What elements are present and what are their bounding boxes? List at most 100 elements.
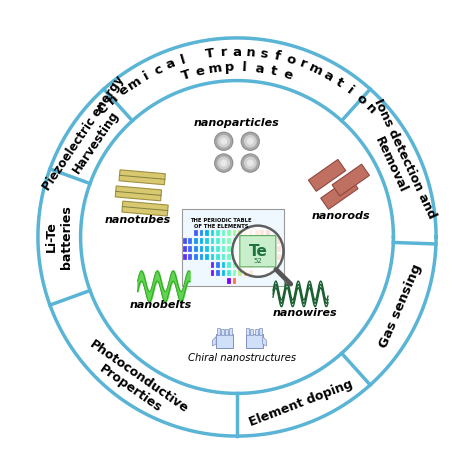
Text: C: C	[96, 101, 111, 117]
Bar	[238, 238, 242, 245]
Bar	[255, 238, 258, 245]
Bar	[216, 254, 220, 260]
Text: nanotubes: nanotubes	[104, 215, 171, 225]
Bar	[200, 230, 203, 237]
Text: h: h	[106, 91, 121, 108]
Text: r: r	[219, 46, 227, 59]
Text: a: a	[320, 68, 335, 84]
Polygon shape	[115, 186, 162, 201]
Text: c: c	[152, 62, 164, 77]
Bar	[227, 262, 231, 268]
Text: Photoconductive
Properties: Photoconductive Properties	[79, 337, 191, 428]
Text: o: o	[284, 53, 297, 68]
Text: nanobelts: nanobelts	[130, 300, 192, 310]
Bar	[260, 238, 264, 245]
Bar	[277, 238, 281, 245]
Bar	[249, 238, 253, 245]
Circle shape	[232, 226, 283, 277]
Circle shape	[215, 154, 233, 172]
FancyBboxPatch shape	[240, 236, 276, 267]
Text: i: i	[141, 69, 152, 83]
Bar	[222, 254, 225, 260]
Text: e: e	[116, 83, 131, 99]
Bar	[194, 238, 198, 245]
Bar	[222, 270, 225, 276]
Text: a: a	[164, 57, 177, 72]
Bar	[210, 262, 214, 268]
Text: Te: Te	[248, 244, 267, 259]
Bar	[183, 254, 187, 260]
Bar	[233, 230, 237, 237]
Text: l: l	[180, 53, 188, 67]
Circle shape	[245, 157, 256, 169]
Text: Ions detection and
Removal: Ions detection and Removal	[358, 97, 438, 227]
Text: T: T	[205, 47, 216, 61]
Bar	[255, 246, 258, 253]
Bar	[233, 278, 237, 284]
Bar	[216, 270, 220, 276]
Polygon shape	[212, 337, 216, 346]
Bar	[229, 328, 232, 335]
Bar	[260, 230, 264, 237]
Polygon shape	[38, 38, 436, 436]
Bar	[266, 238, 270, 245]
Text: THE PERIODIC TABLE
OF THE ELEMENTS: THE PERIODIC TABLE OF THE ELEMENTS	[190, 218, 252, 229]
Text: i: i	[345, 84, 356, 98]
Text: Chiral nanostructures: Chiral nanostructures	[188, 353, 296, 364]
Bar	[183, 246, 187, 253]
Bar	[200, 254, 203, 260]
Bar	[210, 230, 214, 237]
Circle shape	[215, 132, 233, 150]
Bar	[210, 270, 214, 276]
Bar	[238, 254, 242, 260]
Polygon shape	[332, 164, 369, 196]
Circle shape	[241, 154, 259, 172]
Text: Element doping: Element doping	[247, 377, 355, 428]
Circle shape	[218, 157, 229, 169]
Bar	[238, 262, 242, 268]
Bar	[266, 230, 270, 237]
Circle shape	[221, 160, 227, 166]
Bar	[194, 230, 198, 237]
Polygon shape	[321, 177, 358, 210]
Bar	[217, 328, 220, 335]
Bar	[266, 246, 270, 253]
Bar	[227, 270, 231, 276]
Bar	[238, 230, 242, 237]
Bar	[194, 254, 198, 260]
Bar	[277, 246, 281, 253]
Bar	[277, 254, 281, 260]
Bar	[272, 254, 275, 260]
Text: t: t	[333, 76, 346, 90]
Bar	[183, 238, 187, 245]
Bar	[250, 329, 254, 335]
Bar	[238, 270, 242, 276]
Bar	[246, 328, 249, 335]
Bar	[233, 254, 237, 260]
Bar	[255, 230, 258, 237]
Text: nanoparticles: nanoparticles	[194, 118, 280, 128]
Bar	[194, 246, 198, 253]
Bar	[205, 246, 209, 253]
Text: Gas sensing: Gas sensing	[377, 263, 424, 350]
Bar	[233, 262, 237, 268]
Bar	[205, 230, 209, 237]
Circle shape	[221, 138, 227, 144]
Bar	[221, 329, 224, 335]
Text: e: e	[282, 68, 294, 83]
Text: 52: 52	[254, 258, 262, 264]
Bar	[244, 262, 247, 268]
Polygon shape	[216, 334, 233, 348]
Bar	[249, 262, 253, 268]
Circle shape	[245, 136, 256, 147]
Bar	[260, 254, 264, 260]
Polygon shape	[263, 337, 266, 346]
Bar	[222, 246, 225, 253]
Bar	[238, 246, 242, 253]
Text: f: f	[273, 50, 282, 64]
Text: nanowires: nanowires	[273, 308, 337, 318]
Bar	[233, 238, 237, 245]
Bar	[233, 246, 237, 253]
Text: n: n	[363, 101, 378, 117]
Bar	[260, 246, 264, 253]
